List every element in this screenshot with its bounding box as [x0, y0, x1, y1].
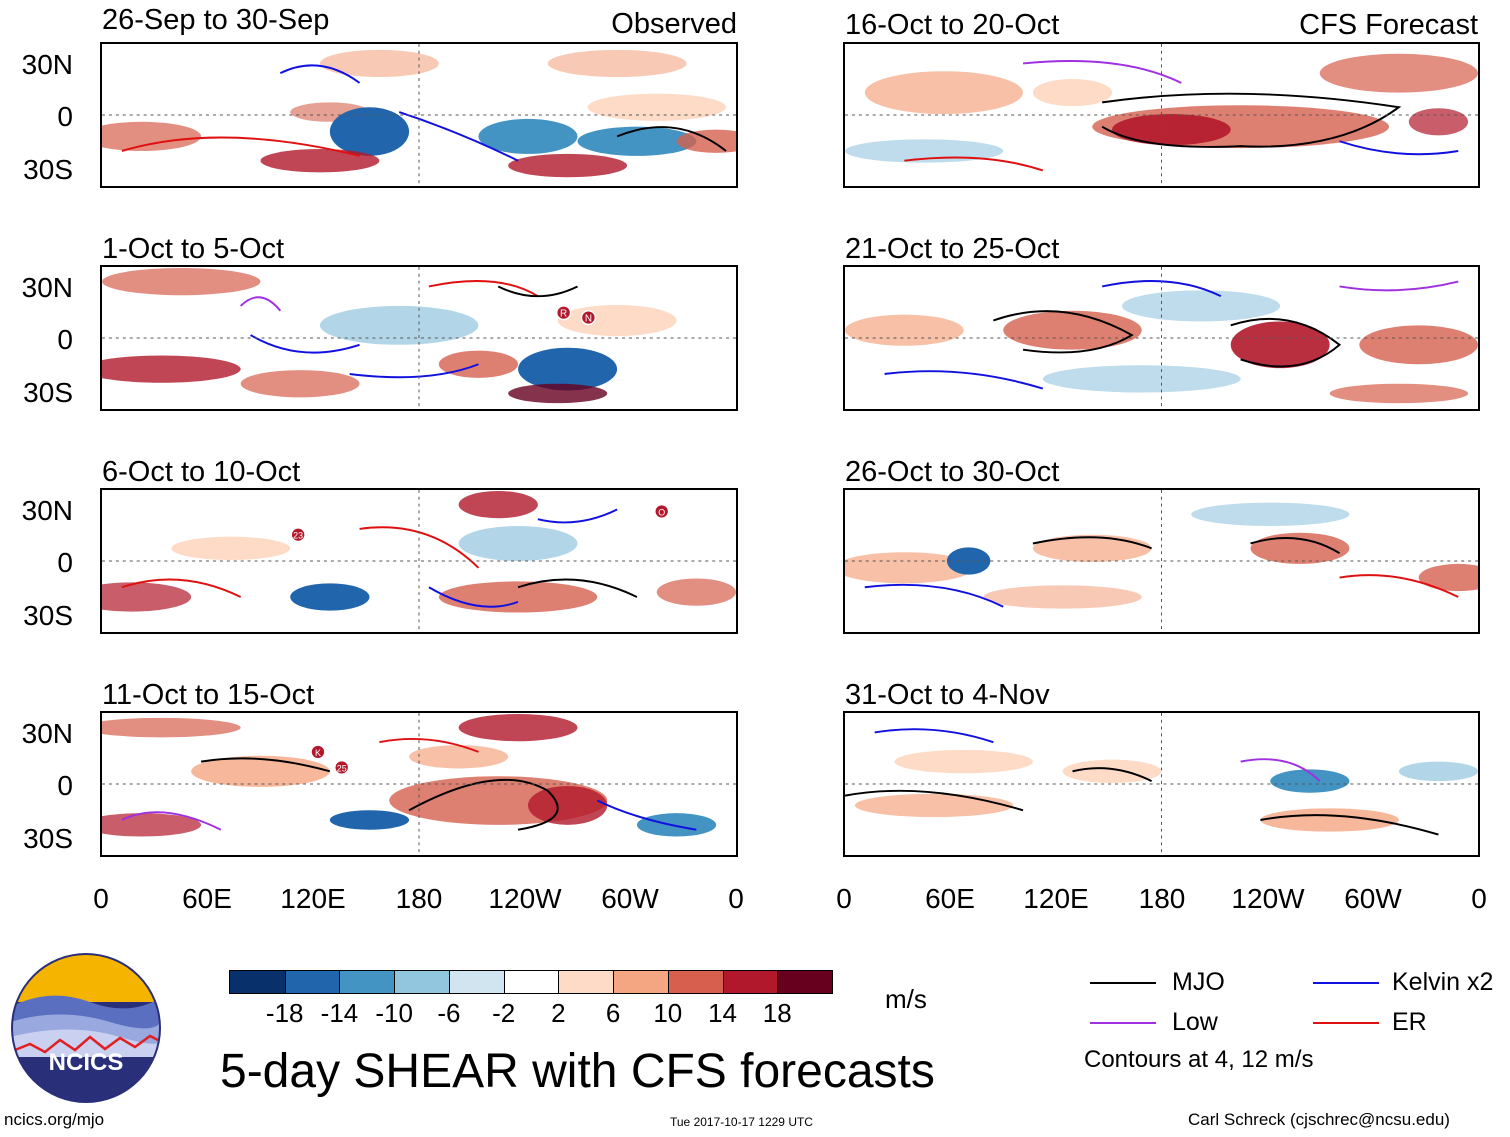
lat-label-30n: 30N	[21, 718, 73, 749]
lon-label-0: 0	[836, 883, 852, 914]
lat-label-30s: 30S	[23, 377, 73, 408]
panel-title-right-1: 21-Oct to 25-Oct	[845, 233, 1060, 265]
colorbar-cell	[613, 971, 669, 993]
logo-text: NCICS	[49, 1049, 124, 1076]
legend-mjo-line	[1090, 982, 1156, 984]
panel-title-left-1: 1-Oct to 5-Oct	[102, 233, 285, 265]
map-panel-right-0	[843, 42, 1480, 188]
lat-label-30s: 30S	[23, 823, 73, 854]
colorbar-cell	[339, 971, 395, 993]
colorbar-tick-label: 10	[653, 998, 683, 1028]
colorbar-cell	[284, 971, 340, 993]
footer-url: ncics.org/mjo	[4, 1110, 105, 1129]
storm-marker-23: 23	[293, 531, 303, 541]
lat-label-30s: 30S	[23, 600, 73, 631]
lat-label-30n: 30N	[21, 272, 73, 303]
lon-label-120e: 120E	[280, 883, 346, 914]
map-panel-left-2: 23 O	[100, 488, 738, 634]
lon-label-120w: 120W	[1231, 883, 1305, 914]
lon-label-60w: 60W	[1344, 883, 1402, 914]
colorbar-cell	[722, 971, 778, 993]
colorbar-tick-label: -10	[375, 998, 413, 1028]
colorbar-tick-label: -2	[492, 998, 516, 1028]
lat-label-30n: 30N	[21, 49, 73, 80]
lon-label-0: 0	[728, 883, 744, 914]
map-panel-right-2	[843, 488, 1480, 634]
lat-label-eq: 0	[57, 324, 73, 355]
storm-marker-o: O	[658, 507, 665, 517]
map-panel-right-1	[843, 265, 1480, 411]
lon-label-60e: 60E	[182, 883, 232, 914]
legend-er-label: ER	[1392, 1008, 1427, 1036]
colorbar-cell	[230, 971, 286, 993]
colorbar-tick-label: -14	[320, 998, 359, 1028]
observed-label: Observed	[611, 8, 737, 40]
ncics-logo: NCICS	[10, 952, 162, 1104]
lon-label-0: 0	[1471, 883, 1487, 914]
panel-title-right-3: 31-Oct to 4-Nov	[845, 679, 1050, 711]
footer-timestamp: Tue 2017-10-17 1229 UTC	[670, 1115, 813, 1129]
colorbar-cell	[558, 971, 614, 993]
lat-label-30n: 30N	[21, 495, 73, 526]
panel-title-right-0: 16-Oct to 20-Oct	[845, 9, 1060, 41]
legend-kelvin-line	[1313, 982, 1379, 984]
map-panel-right-3	[843, 711, 1480, 857]
footer-author: Carl Schreck (cjschrec@ncsu.edu)	[1188, 1110, 1450, 1129]
storm-marker-n: N	[585, 314, 592, 325]
legend-low-label: Low	[1172, 1008, 1218, 1036]
lon-label-60w: 60W	[601, 883, 659, 914]
panel-title-left-0: 26-Sep to 30-Sep	[102, 4, 330, 36]
colorbar-tick-label: 18	[762, 998, 792, 1028]
map-panel-left-0	[100, 42, 738, 188]
map-panel-left-1: R N	[100, 265, 738, 411]
lon-label-0: 0	[93, 883, 109, 914]
storm-marker-r: R	[560, 309, 567, 320]
main-title: 5-day SHEAR with CFS forecasts	[220, 1045, 935, 1098]
legend-er-line	[1313, 1022, 1379, 1024]
legend-contour-note: Contours at 4, 12 m/s	[1084, 1046, 1314, 1073]
lat-label-30s: 30S	[23, 154, 73, 185]
colorbar	[229, 970, 833, 994]
legend-low-line	[1090, 1022, 1156, 1024]
panel-title-right-2: 26-Oct to 30-Oct	[845, 456, 1060, 488]
lon-label-120w: 120W	[488, 883, 562, 914]
colorbar-cell	[777, 971, 833, 993]
legend-mjo-label: MJO	[1172, 968, 1225, 996]
storm-marker-25: 25	[337, 763, 347, 773]
lon-label-120e: 120E	[1023, 883, 1089, 914]
lon-label-180: 180	[395, 883, 443, 914]
map-panel-left-3: K 25	[100, 711, 738, 857]
colorbar-tick-label: 6	[605, 998, 621, 1028]
colorbar-cell	[394, 971, 450, 993]
cfs-forecast-label: CFS Forecast	[1299, 9, 1478, 41]
colorbar-tick-label: -18	[265, 998, 304, 1028]
panel-title-left-2: 6-Oct to 10-Oct	[102, 456, 301, 488]
lat-label-eq: 0	[57, 547, 73, 578]
lon-label-180: 180	[1138, 883, 1186, 914]
colorbar-cell	[667, 971, 724, 993]
colorbar-cell	[503, 971, 559, 993]
colorbar-tick-label: 2	[551, 998, 566, 1028]
colorbar-tick-label: 14	[708, 998, 737, 1028]
legend-kelvin-label: Kelvin x2	[1392, 968, 1494, 996]
colorbar-tick-label: -6	[437, 998, 461, 1028]
lat-label-eq: 0	[57, 101, 73, 132]
lon-label-60e: 60E	[925, 883, 975, 914]
colorbar-cell	[448, 971, 505, 993]
storm-marker-k: K	[315, 748, 321, 758]
colorbar-units: m/s	[885, 984, 927, 1014]
lat-label-eq: 0	[57, 770, 73, 801]
panel-title-left-3: 11-Oct to 15-Oct	[102, 679, 315, 711]
